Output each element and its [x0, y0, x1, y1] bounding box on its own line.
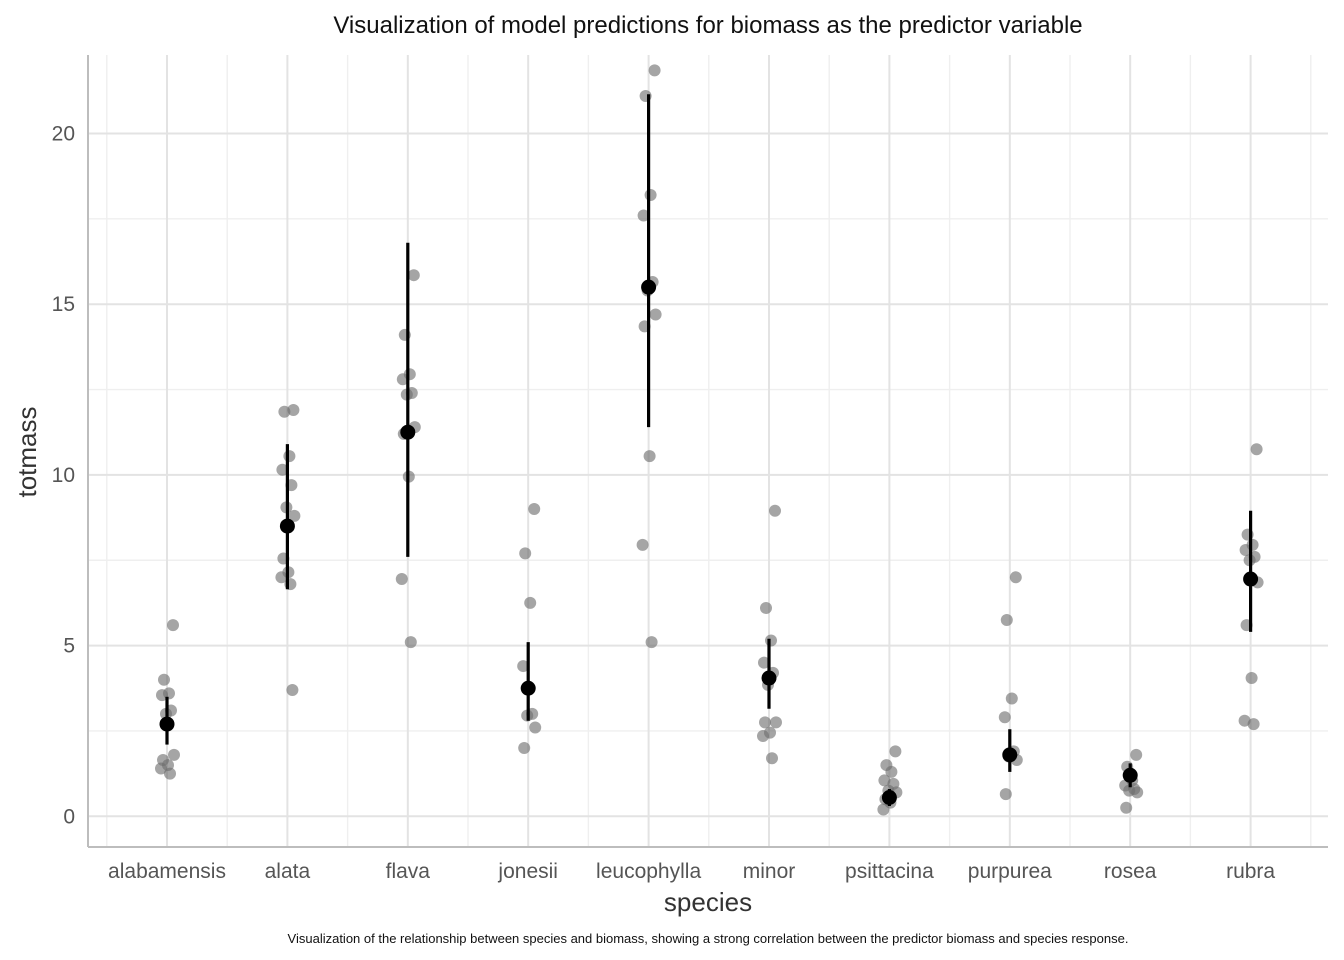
raw-data-point [769, 504, 781, 517]
estimate-point [1243, 571, 1259, 587]
estimate-point [1122, 767, 1138, 783]
raw-data-point [878, 774, 891, 787]
raw-data-point [287, 404, 300, 417]
raw-data-point [1005, 692, 1018, 705]
raw-data-point [999, 788, 1012, 801]
x-tick-label: minor [743, 860, 796, 883]
y-tick-label: 5 [63, 635, 75, 658]
estimate-point [520, 680, 536, 696]
raw-data-point [524, 596, 537, 609]
raw-data-point [404, 636, 417, 649]
x-tick-label: purpurea [968, 860, 1052, 883]
raw-data-point [278, 405, 291, 418]
raw-data-point [158, 673, 170, 686]
raw-data-point [877, 803, 890, 816]
raw-data-point [519, 547, 532, 560]
raw-data-point [288, 509, 301, 522]
raw-data-point [276, 463, 289, 476]
raw-data-point [156, 689, 168, 702]
x-tick-label: rosea [1104, 860, 1157, 883]
raw-data-point [1245, 672, 1258, 685]
y-axis-label: totmass [12, 406, 42, 497]
estimates-layer [159, 94, 1259, 807]
raw-data-point [644, 188, 657, 201]
estimate-point [881, 790, 897, 805]
estimate-point [1002, 747, 1018, 763]
axes [87, 55, 1328, 848]
raw-data-point [889, 745, 902, 758]
raw-data-point [636, 538, 649, 551]
raw-data-point [758, 656, 770, 669]
x-tick-label: alabamensis [108, 860, 226, 883]
raw-data-point [1000, 613, 1013, 626]
raw-data-point [1247, 718, 1260, 731]
raw-data-point [648, 64, 661, 77]
raw-data-point [649, 308, 662, 321]
raw-data-point [283, 450, 296, 463]
raw-data-point [1130, 748, 1143, 761]
raw-data-point [528, 503, 541, 516]
x-tick-label: flava [386, 860, 431, 883]
raw-data-point [1238, 714, 1251, 727]
raw-data-point [1120, 801, 1133, 814]
chart-title: Visualization of model predictions for b… [333, 12, 1082, 39]
raw-data-point [1009, 571, 1022, 584]
raw-data-point [757, 730, 769, 743]
raw-data-point [168, 748, 180, 761]
tick-labels: 0 5 10 15 20 alabamensis alata flava jonesii leuc… [52, 123, 1276, 883]
raw-data-point [760, 602, 772, 615]
y-tick-label: 20 [52, 123, 75, 146]
raw-data-point [1250, 443, 1263, 456]
raw-data-point [759, 716, 771, 729]
raw-data-point [517, 660, 530, 673]
estimate-point [159, 716, 175, 732]
raw-data-point [407, 269, 420, 282]
raw-data-point [275, 571, 288, 584]
x-tick-label: jonesii [497, 860, 558, 883]
x-tick-label: alata [265, 860, 311, 883]
raw-data-point [766, 752, 778, 765]
raw-data-point [155, 762, 167, 775]
raw-data-point [529, 721, 542, 734]
raw-data-point [1239, 544, 1252, 556]
x-tick-label: leucophylla [596, 860, 701, 883]
grid [88, 55, 1328, 847]
x-tick-label: rubra [1226, 860, 1275, 883]
y-tick-label: 10 [52, 464, 75, 487]
raw-data-point [286, 683, 299, 696]
chart-caption: Visualization of the relationship betwee… [288, 931, 1129, 946]
raw-data-point [395, 573, 408, 586]
x-axis-label: species [664, 887, 752, 917]
raw-data-point [998, 711, 1011, 724]
y-tick-label: 15 [52, 293, 75, 316]
raw-data-point [396, 373, 409, 386]
y-tick-label: 0 [63, 805, 75, 828]
raw-data-point [167, 619, 179, 632]
estimate-point [279, 518, 295, 534]
raw-data-point [518, 742, 531, 754]
raw-data-point [1131, 786, 1144, 799]
x-tick-label: psittacina [845, 860, 934, 883]
raw-data-point [645, 636, 658, 649]
estimate-point [641, 279, 657, 295]
raw-data-point [885, 765, 898, 778]
estimate-point [761, 670, 777, 686]
raw-data-point [765, 634, 777, 647]
raw-data-point [643, 450, 656, 463]
raw-data-point [637, 209, 650, 222]
raw-data-point [770, 716, 782, 729]
estimate-point [400, 424, 416, 440]
raw-data-point [164, 767, 176, 780]
